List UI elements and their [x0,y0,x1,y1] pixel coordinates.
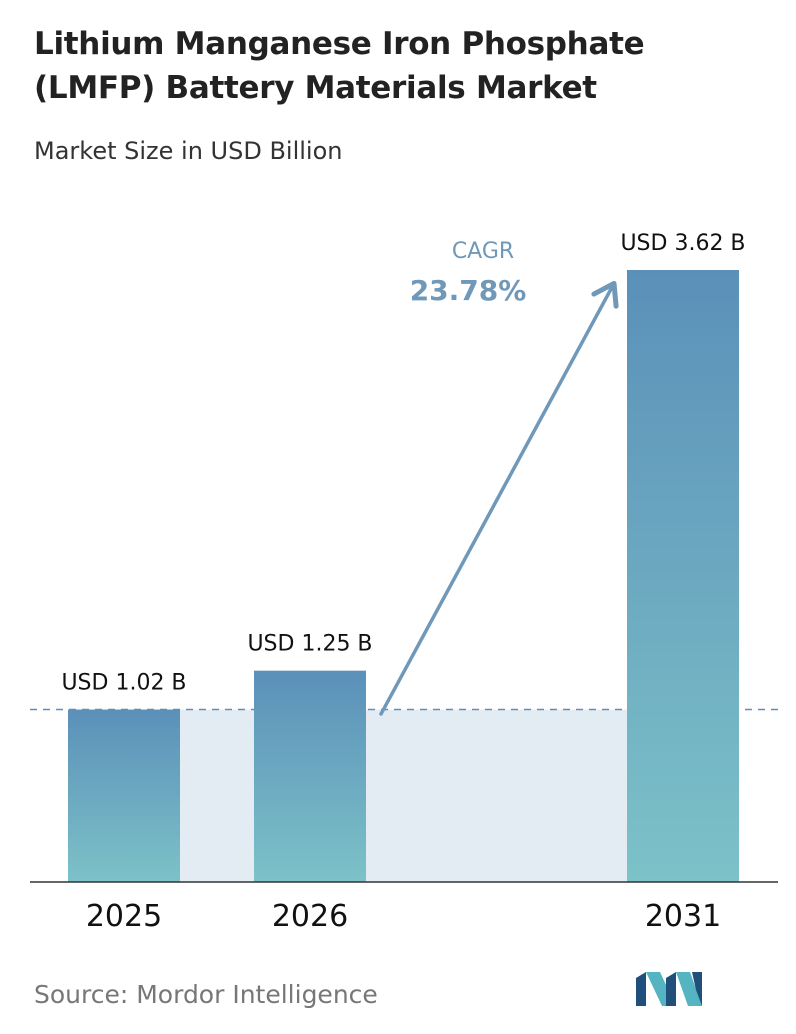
cagr-value: 23.78% [410,274,527,307]
bar-value-label-2026: USD 1.25 B [247,632,372,657]
x-tick-2026: 2026 [272,899,348,934]
mordor-intelligence-logo-icon [636,972,702,1006]
bar-2031 [627,270,739,882]
bar-value-labels: USD 1.02 B USD 1.25 B USD 3.62 B [61,231,745,696]
x-tick-2025: 2025 [86,899,162,934]
chart-subtitle: Market Size in USD Billion [34,137,343,165]
x-tick-labels: 2025 2026 2031 [86,899,721,934]
bars [68,270,739,882]
bar-2026 [254,670,366,882]
source-note: Source: Mordor Intelligence [34,980,378,1009]
bar-value-label-2025: USD 1.02 B [61,671,186,696]
chart-title: Lithium Manganese Iron Phosphate (LMFP) … [34,26,645,106]
cagr-label: CAGR [452,239,514,264]
cagr-annotation: CAGR 23.78% [379,239,619,716]
x-tick-2031: 2031 [645,899,721,934]
cagr-arrow [379,280,619,716]
bar-2025 [68,709,180,882]
bar-value-label-2031: USD 3.62 B [620,231,745,256]
